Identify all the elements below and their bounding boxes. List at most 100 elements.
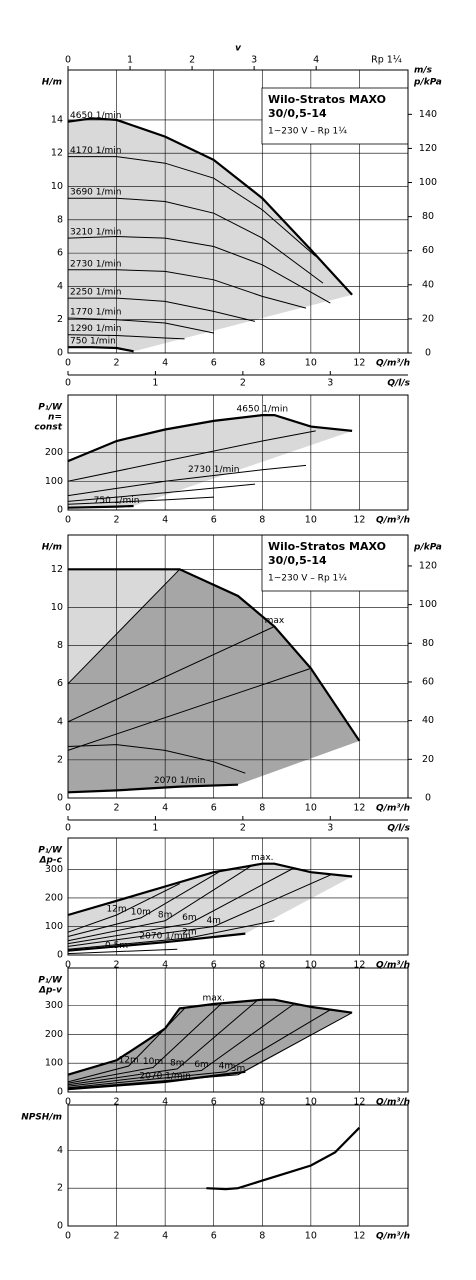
x-tick-label: 8	[259, 803, 265, 814]
curve	[67, 744, 246, 774]
curve-label: 10m	[131, 907, 151, 917]
x-tick-label: 0	[65, 960, 71, 971]
y-tick-label: 0	[57, 1221, 63, 1232]
curve	[67, 667, 312, 751]
curve-label: 1290 1/min	[70, 324, 122, 334]
curve	[67, 496, 214, 505]
y2-axis-label: p/kPa	[413, 78, 442, 88]
x-tick-label: 12	[353, 960, 365, 971]
plot-frame	[67, 837, 409, 956]
y2-tick-label: 120	[419, 143, 437, 154]
box-title: 30/0,5-14	[268, 554, 327, 567]
y-tick-label: 300	[45, 864, 63, 875]
y2-tick-label: 20	[422, 313, 434, 324]
x-tick-label: 2	[114, 515, 120, 526]
curve	[67, 999, 258, 1086]
curve-label: max.	[202, 994, 224, 1004]
x-tick-label: 10	[305, 1097, 317, 1108]
curve-label: max	[265, 616, 285, 626]
y-tick-label: 4	[57, 716, 63, 727]
x-tick-label: 6	[211, 515, 217, 526]
curve-label: 2070 1/min	[154, 776, 206, 786]
x-tick-label: 4	[162, 1231, 168, 1242]
box-title: Wilo-Stratos MAXO	[268, 540, 386, 553]
y-tick-label: 6	[57, 678, 63, 689]
x-tick-label: 8	[259, 515, 265, 526]
x-tick-label: 8	[259, 1097, 265, 1108]
x-tick-label: 2	[114, 960, 120, 971]
top-tick-label: 0	[65, 55, 71, 66]
y-tick-label: 0	[57, 793, 63, 804]
curve-label: 10m	[143, 1057, 163, 1067]
y2-tick-label: 40	[422, 715, 434, 726]
y-tick-label: 0	[57, 950, 63, 961]
curve-label: 2070 1/min	[139, 932, 191, 942]
x-tick-label: 8	[259, 960, 265, 971]
y-tick-label: 8	[57, 214, 63, 225]
x-tick-label: 0	[65, 803, 71, 814]
curve	[67, 1009, 331, 1089]
y-tick-label: 100	[45, 476, 63, 487]
shaded-area	[68, 999, 353, 1090]
shaded-area	[68, 415, 353, 508]
y-tick-label: 8	[57, 640, 63, 651]
curve	[67, 483, 256, 502]
y-tick-label: 200	[45, 447, 63, 458]
curve-label: 4m	[219, 1061, 234, 1071]
x-tick-label: 10	[305, 515, 317, 526]
y-tick-label: 2	[57, 754, 63, 765]
top-note: Rp 1¼	[371, 55, 402, 66]
x2-axis-label: Q/l/s	[387, 379, 410, 389]
info-box	[261, 534, 409, 592]
curve	[67, 317, 214, 334]
curve	[67, 1003, 295, 1087]
y-tick-label: 2	[57, 1183, 63, 1194]
x-tick-label: 4	[162, 803, 168, 814]
y-tick-label: 200	[45, 892, 63, 903]
curve	[67, 932, 246, 952]
curve-label: 4650 1/min	[237, 405, 289, 415]
y-tick-label: 4	[57, 1145, 63, 1156]
x-tick-label: 8	[259, 1231, 265, 1242]
curve	[67, 783, 239, 794]
x-tick-label: 12	[353, 358, 365, 369]
y-tick-label: 12	[51, 564, 63, 575]
x2-tick-label: 0	[65, 378, 71, 389]
curve-label: 1770 1/min	[70, 308, 122, 318]
x-tick-label: 10	[305, 1231, 317, 1242]
x-axis-label: Q/m³/h	[376, 961, 410, 971]
y2-tick-label: 80	[422, 211, 434, 222]
curve-label: 8m	[158, 910, 173, 920]
plot-frame	[67, 534, 409, 799]
top-tick-label: 4	[313, 55, 319, 66]
curve	[67, 862, 353, 917]
y-axis-label: n=	[48, 413, 62, 423]
curve	[67, 117, 353, 296]
box-title: 30/0,5-14	[268, 107, 327, 120]
curve-label: 750 1/min	[94, 496, 140, 506]
x-tick-label: 12	[353, 515, 365, 526]
curve-label: 12m	[106, 905, 126, 915]
x-tick-label: 12	[353, 1097, 365, 1108]
curve-label: 750 1/min	[70, 337, 116, 347]
y-axis-label: Δp-c	[39, 856, 63, 866]
box-title: Wilo-Stratos MAXO	[268, 93, 386, 106]
y2-tick-label: 40	[422, 279, 434, 290]
curve-label: 6m	[194, 1060, 209, 1070]
x-axis-label: Q/m³/h	[376, 1098, 410, 1108]
plot-frame	[67, 69, 409, 354]
curve	[67, 414, 353, 463]
top-axis-name: v	[235, 44, 242, 54]
curve	[67, 864, 253, 942]
curve-label: 2730 1/min	[188, 465, 240, 475]
x-tick-label: 4	[162, 515, 168, 526]
x2-tick-label: 1	[152, 823, 158, 834]
x-tick-label: 2	[114, 1231, 120, 1242]
x2-tick-label: 0	[65, 823, 71, 834]
curve	[67, 867, 295, 945]
curve-label: 12m	[119, 1056, 139, 1066]
curve	[68, 269, 307, 309]
curve-label: 4170 1/min	[70, 146, 122, 156]
x-axis-label: Q/m³/h	[376, 516, 410, 526]
x2-tick-label: 2	[240, 378, 246, 389]
